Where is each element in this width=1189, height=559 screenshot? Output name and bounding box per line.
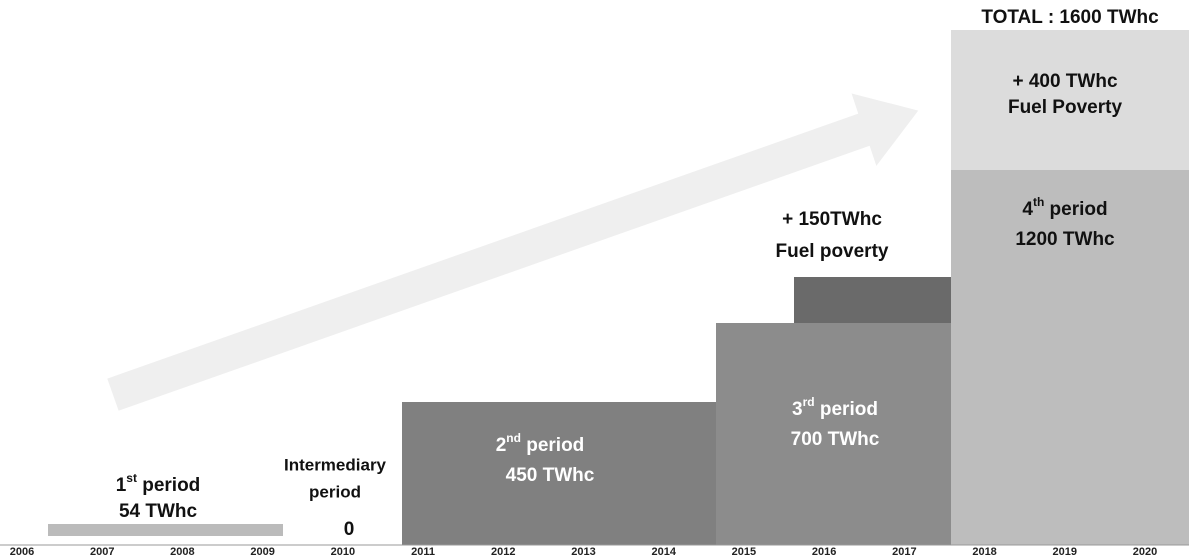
fp4-label: Fuel Poverty xyxy=(1008,97,1122,118)
period-3-block xyxy=(716,323,951,545)
intermediary-amount: 0 xyxy=(344,519,355,540)
year-label: 2011 xyxy=(411,546,435,558)
year-label: 2014 xyxy=(651,546,676,558)
intermediary-label-1: Intermediary xyxy=(284,455,387,474)
fuel-poverty-3-block xyxy=(794,277,951,323)
year-label: 2018 xyxy=(972,546,996,558)
period-3-amount: 700 TWhc xyxy=(791,429,880,450)
sup: rd xyxy=(803,395,815,409)
rest: period xyxy=(521,435,584,456)
rest: period xyxy=(815,399,878,420)
rest: period xyxy=(137,475,200,496)
num: 2 xyxy=(496,435,507,456)
year-label: 2020 xyxy=(1133,546,1157,558)
year-label: 2006 xyxy=(10,546,34,558)
period-3-name: 3rd period xyxy=(792,395,878,420)
period-2-block xyxy=(402,402,716,545)
sup: st xyxy=(126,471,137,485)
num: 4 xyxy=(1022,199,1033,220)
year-label: 2017 xyxy=(892,546,916,558)
year-label: 2019 xyxy=(1053,546,1077,558)
period-4-name: 4th period xyxy=(1022,195,1107,220)
period-1-block xyxy=(48,524,283,536)
year-label: 2008 xyxy=(170,546,194,558)
sup: nd xyxy=(506,431,521,445)
growth-arrow xyxy=(104,90,922,414)
fp4-amount: + 400 TWhc xyxy=(1012,71,1117,92)
period-2-amount: 450 TWhc xyxy=(506,465,595,486)
year-label: 2013 xyxy=(571,546,595,558)
period-2-name: 2nd period xyxy=(496,431,585,456)
total-title: TOTAL : 1600 TWhc xyxy=(981,7,1159,28)
intermediary-label-2: period xyxy=(309,482,361,501)
year-label: 2007 xyxy=(90,546,114,558)
fuel-poverty-4-block xyxy=(951,30,1189,170)
year-label: 2015 xyxy=(732,546,756,558)
period-1-name: 1st period xyxy=(116,471,201,496)
fp3-label: Fuel poverty xyxy=(776,241,889,262)
num: 3 xyxy=(792,399,803,420)
fp3-amount: + 150TWhc xyxy=(782,209,882,230)
num: 1 xyxy=(116,475,127,496)
year-label: 2012 xyxy=(491,546,515,558)
period-4-amount: 1200 TWhc xyxy=(1015,229,1115,250)
rest: period xyxy=(1044,199,1107,220)
period-1-amount: 54 TWhc xyxy=(119,501,198,522)
year-label: 2010 xyxy=(331,546,355,558)
period-4-block xyxy=(951,170,1189,545)
year-label: 2016 xyxy=(812,546,836,558)
sup: th xyxy=(1033,195,1044,209)
year-label: 2009 xyxy=(250,546,274,558)
